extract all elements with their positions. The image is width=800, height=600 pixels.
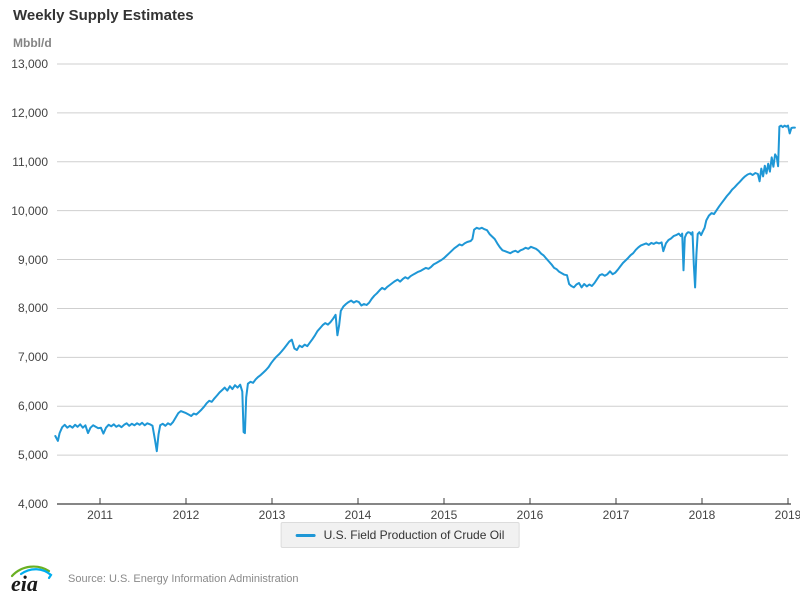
x-axis-tick-label: 2016 bbox=[516, 508, 544, 522]
y-axis-tick-label: 12,000 bbox=[11, 105, 48, 120]
y-axis-tick-label: 4,000 bbox=[17, 497, 48, 511]
eia-logo-green-swoosh-icon bbox=[10, 565, 51, 578]
y-axis-tick-label: 11,000 bbox=[12, 154, 48, 169]
crude-oil-production-line bbox=[54, 124, 796, 453]
y-axis-tick-label: 9,000 bbox=[17, 252, 48, 267]
x-axis-tick-label: 2012 bbox=[172, 508, 200, 522]
legend-series-label: U.S. Field Production of Crude Oil bbox=[323, 528, 505, 542]
eia-logo-text: eia bbox=[11, 571, 38, 596]
x-axis-tick-label: 2013 bbox=[258, 508, 286, 522]
y-axis-tick-label: 6,000 bbox=[17, 399, 48, 414]
x-axis-tick-label: 2011 bbox=[87, 508, 113, 522]
x-axis-tick-label: 2017 bbox=[602, 508, 630, 522]
x-axis-tick-label: 2014 bbox=[344, 508, 372, 522]
page-title: Weekly Supply Estimates bbox=[13, 7, 194, 24]
x-axis-tick-label: 2018 bbox=[688, 508, 716, 522]
y-axis-tick-label: 10,000 bbox=[11, 203, 48, 218]
x-axis-tick-label: 2015 bbox=[430, 508, 458, 522]
y-axis-tick-label: 13,000 bbox=[11, 57, 48, 71]
y-axis-unit-label: Mbbl/d bbox=[13, 36, 52, 50]
eia-logo: eia bbox=[10, 565, 53, 596]
legend-line-swatch bbox=[295, 533, 316, 537]
y-axis-tick-label: 7,000 bbox=[17, 350, 48, 365]
y-axis-tick-label: 5,000 bbox=[17, 448, 48, 463]
source-attribution: Source: U.S. Energy Information Administ… bbox=[68, 573, 299, 585]
x-axis-tick-label: 2019 bbox=[774, 508, 800, 522]
legend: U.S. Field Production of Crude Oil bbox=[280, 522, 520, 548]
y-axis-tick-label: 8,000 bbox=[17, 301, 48, 316]
eia-logo-blue-swoosh-icon bbox=[19, 568, 53, 580]
footer: eia Source: U.S. Energy Information Admi… bbox=[8, 562, 299, 596]
